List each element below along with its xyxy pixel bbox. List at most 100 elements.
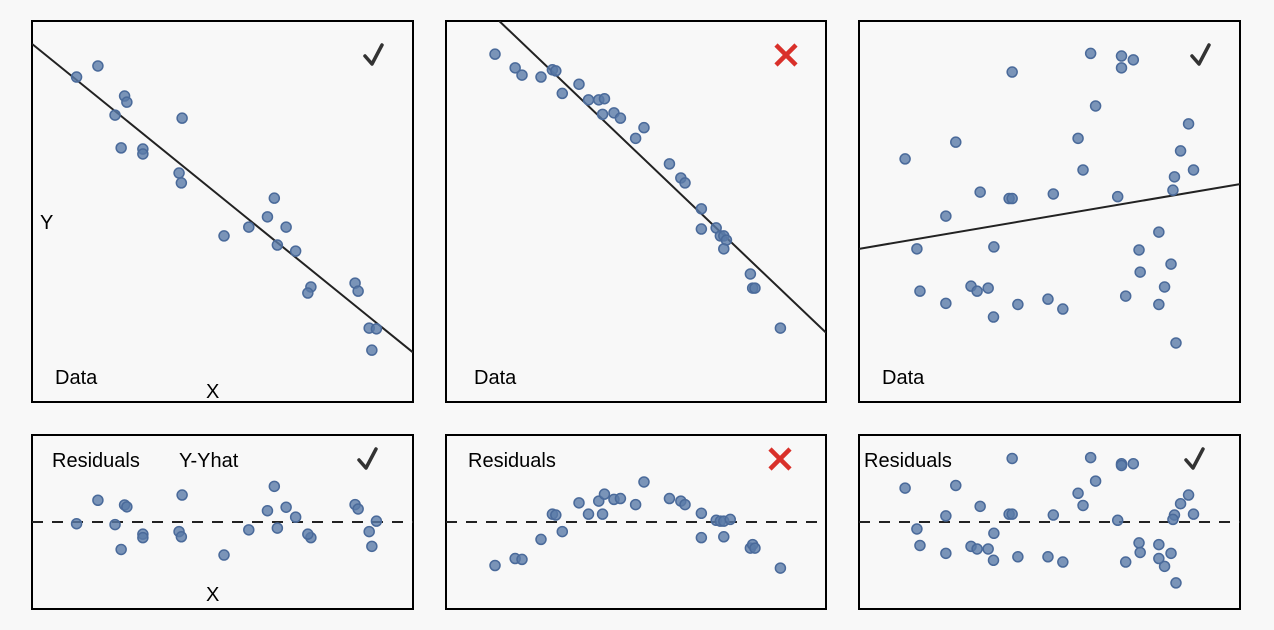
data-point <box>261 504 274 517</box>
data-point <box>1167 184 1179 196</box>
data-point <box>1187 508 1200 520</box>
data-point <box>1072 487 1084 500</box>
data-point <box>1187 164 1200 176</box>
residual-panel-2: Residuals <box>445 434 827 610</box>
data-point <box>1012 551 1024 563</box>
data-point <box>598 488 611 500</box>
data-point <box>573 78 585 90</box>
data-point <box>1057 556 1069 568</box>
y-axis-label: Y <box>40 212 53 234</box>
data-point <box>1153 226 1165 238</box>
data-point <box>582 508 595 520</box>
data-point <box>911 243 923 255</box>
data-point <box>744 268 757 280</box>
data-point <box>173 167 185 179</box>
data-point <box>1158 281 1171 293</box>
data-point <box>175 531 188 543</box>
data-point <box>280 501 292 513</box>
y-axis-label: Y-Yhat <box>179 450 239 472</box>
data-point <box>1127 457 1140 470</box>
panel-label: Residuals <box>52 450 140 472</box>
data-point <box>176 489 188 501</box>
data-point <box>271 239 284 251</box>
data-point <box>629 132 642 145</box>
data-point <box>489 48 501 60</box>
data-point <box>614 112 627 124</box>
data-point <box>535 71 547 83</box>
data-point <box>988 241 1000 253</box>
data-point <box>718 243 730 255</box>
data-point <box>596 508 609 520</box>
data-point <box>268 192 281 204</box>
data-point <box>988 527 1000 540</box>
data-point <box>1012 298 1024 311</box>
data-point <box>638 476 650 488</box>
data-point <box>638 121 650 134</box>
data-point <box>137 148 149 160</box>
panel-label: Data <box>55 367 98 389</box>
data-point <box>370 515 383 527</box>
data-point <box>352 285 364 297</box>
panel-label: Residuals <box>468 450 556 472</box>
data-point <box>109 518 121 531</box>
cross-icon <box>774 43 798 67</box>
data-point <box>218 549 230 561</box>
data-point <box>1170 577 1182 589</box>
data-point <box>509 62 521 74</box>
data-point <box>679 498 691 511</box>
data-point <box>573 497 585 509</box>
data-point <box>1006 508 1018 520</box>
data-point <box>352 503 364 515</box>
data-point <box>1042 293 1054 305</box>
data-point <box>971 285 983 297</box>
data-point <box>749 542 761 554</box>
check-icon <box>1184 447 1205 470</box>
data-point <box>1119 556 1132 568</box>
data-point <box>1127 54 1140 66</box>
data-point <box>1167 513 1179 526</box>
data-point <box>261 211 274 223</box>
data-point <box>629 498 642 511</box>
residual-panel-1: Residuals Y-Yhat X <box>31 434 414 610</box>
data-point <box>1119 290 1132 302</box>
data-point <box>92 494 104 506</box>
data-point <box>679 177 691 189</box>
data-point <box>1111 514 1124 527</box>
data-point <box>974 500 986 513</box>
data-point <box>1089 100 1102 112</box>
data-panel-2: Data <box>445 20 827 403</box>
data-point <box>302 287 314 299</box>
data-point <box>1170 337 1182 349</box>
data-point <box>1072 132 1084 145</box>
data-point <box>598 92 611 105</box>
x-axis-label: X <box>206 381 219 403</box>
data-point <box>974 186 986 198</box>
data-point <box>1047 188 1060 200</box>
data-point <box>1134 266 1146 278</box>
data-point <box>1168 171 1181 183</box>
data-point <box>1042 551 1054 563</box>
data-point <box>175 177 188 189</box>
cross-icon <box>768 447 792 471</box>
data-point <box>115 543 127 556</box>
data-point <box>1182 118 1195 130</box>
data-point <box>695 507 708 520</box>
check-icon <box>357 447 378 470</box>
data-point <box>271 522 284 534</box>
data-point <box>516 69 528 81</box>
data-point <box>268 480 281 493</box>
data-point <box>115 142 127 154</box>
data-point <box>1174 497 1187 510</box>
data-point <box>940 547 952 560</box>
data-point <box>950 479 962 492</box>
data-point <box>1006 66 1018 78</box>
data-point <box>1174 145 1187 157</box>
data-point <box>1153 538 1165 551</box>
data-point <box>556 87 569 100</box>
data-point <box>596 108 609 121</box>
data-point <box>663 158 676 170</box>
data-point <box>302 528 314 540</box>
residual-panel-3: Residuals <box>858 434 1241 610</box>
panel-frame <box>858 20 1241 403</box>
data-point <box>1115 50 1128 62</box>
